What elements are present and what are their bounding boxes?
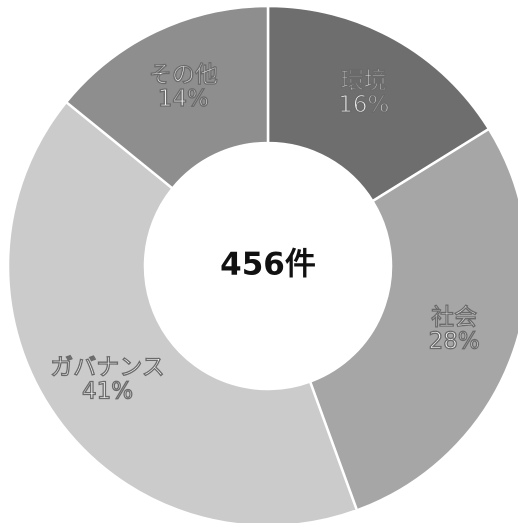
slice-environment xyxy=(266,4,491,203)
slice-percent-label: 14% xyxy=(158,86,209,112)
slice-label-governance: ガバナンス 41% xyxy=(50,354,165,404)
slice-percent-label: 41% xyxy=(82,378,133,404)
slice-percent-label: 28% xyxy=(429,328,480,354)
slice-label-environment: 環境 16% xyxy=(338,68,389,118)
slice-other xyxy=(64,4,270,191)
center-total-label: 456件 xyxy=(220,247,316,283)
slice-society xyxy=(308,127,518,512)
slice-category-label: ガバナンス xyxy=(50,354,165,380)
slice-category-label: 環境 xyxy=(341,68,387,94)
slice-percent-label: 16% xyxy=(338,92,389,118)
slice-label-society: 社会 28% xyxy=(429,304,480,354)
slice-category-label: その他 xyxy=(149,62,218,88)
slice-label-other: その他 14% xyxy=(149,62,218,112)
slice-governance xyxy=(6,100,359,523)
slice-category-label: 社会 xyxy=(431,304,477,330)
donut-slices xyxy=(6,4,518,523)
slice-labels: 環境 16% 社会 28% ガバナンス 41% その他 14% xyxy=(50,61,481,404)
